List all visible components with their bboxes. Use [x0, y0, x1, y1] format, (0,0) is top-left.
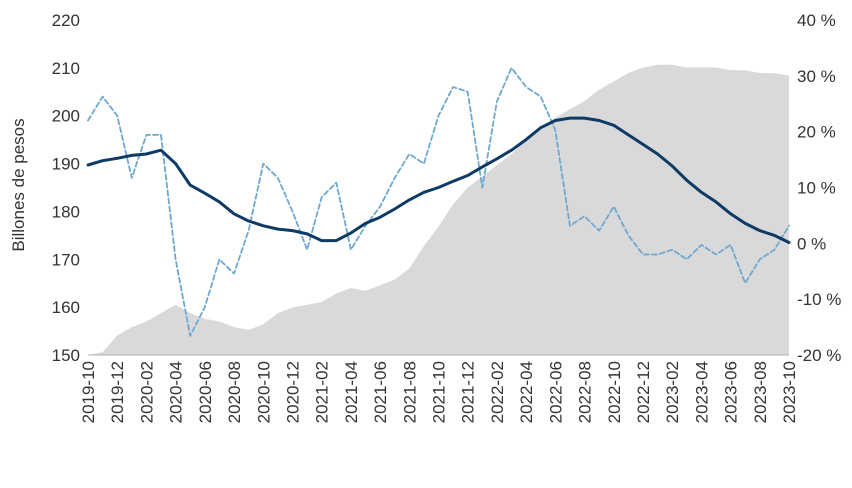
x-tick-label: 2021-02 — [313, 361, 332, 423]
y-right-tick-label: 30 % — [797, 67, 836, 86]
x-tick-label: 2020-12 — [284, 361, 303, 423]
x-tick-labels: 2019-10 2019-12 2020-02 2020-04 2020-06 2020-… — [79, 361, 799, 423]
x-tick-label: 2022-06 — [546, 361, 565, 423]
y-right-tick-labels: -20 % -10 % 0 % 10 % 20 % 30 % 40 % — [797, 11, 841, 365]
y-left-tick-label: 160 — [52, 298, 80, 317]
x-tick-label: 2023-06 — [722, 361, 741, 423]
x-tick-label: 2023-10 — [780, 361, 799, 423]
y-right-tick-label: 20 % — [797, 123, 836, 142]
y-right-tick-label: 40 % — [797, 11, 836, 30]
x-tick-label: 2022-04 — [517, 361, 536, 423]
x-tick-label: 2020-08 — [225, 361, 244, 423]
line-layer — [86, 67, 791, 337]
y-right-tick-label: -10 % — [797, 290, 841, 309]
y-right-tick-label: 0 % — [797, 234, 826, 253]
y-left-tick-label: 180 — [52, 202, 80, 221]
x-tick-label: 2023-04 — [692, 361, 711, 423]
y-left-tick-labels: 150 160 170 180 190 200 210 220 — [52, 11, 80, 365]
y-left-tick-label: 190 — [52, 155, 80, 174]
x-tick-label: 2019-10 — [79, 361, 98, 423]
y-right-tick-label: -20 % — [797, 346, 841, 365]
x-tick-label: 2022-12 — [634, 361, 653, 423]
x-tick-label: 2022-08 — [576, 361, 595, 423]
series-area — [88, 64, 789, 355]
y-axis-label: Billones de pesos — [9, 118, 28, 251]
x-tick-label: 2022-02 — [488, 361, 507, 423]
y-left-tick-label: 150 — [52, 346, 80, 365]
x-tick-label: 2021-12 — [459, 361, 478, 423]
series-dashed-line — [87, 67, 790, 337]
y-right-tick-label: 10 % — [797, 179, 836, 198]
x-tick-label: 2021-06 — [371, 361, 390, 423]
x-tick-label: 2021-08 — [400, 361, 419, 423]
x-tick-label: 2022-10 — [605, 361, 624, 423]
area-layer — [88, 64, 789, 355]
x-tick-label: 2023-02 — [663, 361, 682, 423]
y-left-tick-label: 220 — [52, 11, 80, 30]
x-tick-label: 2019-12 — [108, 361, 127, 423]
x-tick-label: 2021-10 — [430, 361, 449, 423]
y-left-tick-label: 210 — [52, 59, 80, 78]
x-tick-label: 2020-10 — [254, 361, 273, 423]
x-tick-label: 2021-04 — [342, 361, 361, 423]
series-solid-line — [86, 116, 791, 244]
y-left-tick-label: 200 — [52, 107, 80, 126]
x-tick-label: 2020-02 — [137, 361, 156, 423]
x-tick-label: 2020-04 — [167, 361, 186, 423]
x-tick-label: 2020-06 — [196, 361, 215, 423]
x-tick-label: 2023-08 — [751, 361, 770, 423]
y-left-tick-label: 170 — [52, 250, 80, 269]
